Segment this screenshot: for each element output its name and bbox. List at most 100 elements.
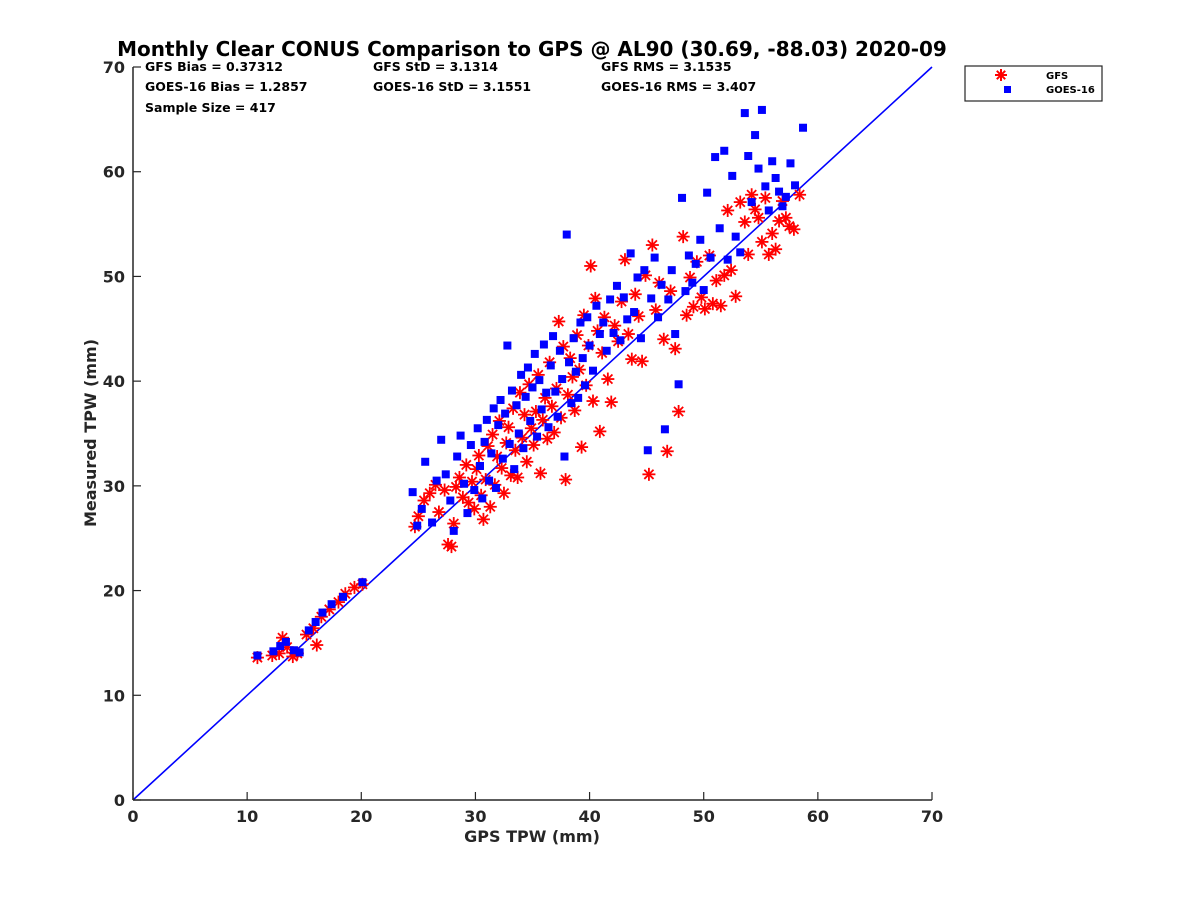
gfs-point — [533, 466, 547, 480]
goes16-point — [599, 318, 608, 327]
goes16-point — [578, 354, 587, 363]
goes16-point — [703, 188, 712, 197]
gfs-point — [632, 309, 646, 323]
goes16-point — [463, 509, 472, 518]
goes16-point — [539, 340, 548, 349]
goes16-point — [475, 461, 484, 470]
goes16-point — [542, 388, 551, 397]
gfs-point — [586, 394, 600, 408]
goes16-point — [512, 401, 521, 410]
goes16-point — [747, 198, 756, 207]
goes16-point — [771, 173, 780, 182]
gfs-point — [423, 486, 437, 500]
goes16-point — [657, 280, 666, 289]
gfs-point — [520, 455, 534, 469]
legend-goes16-label: GOES-16 — [1046, 85, 1095, 96]
goes16-point — [358, 578, 367, 587]
gfs-point — [552, 314, 566, 328]
gfs-point — [575, 440, 589, 454]
goes16-point — [696, 235, 705, 244]
goes16-point — [706, 253, 715, 262]
goes16-point — [595, 330, 604, 339]
goes16-point — [728, 171, 737, 180]
goes16-point — [761, 182, 770, 191]
x-tick-label: 30 — [464, 807, 486, 826]
goes16-point — [667, 266, 676, 275]
goes16-point — [630, 308, 639, 317]
goes16-bias-text: GOES-16 Bias = 1.2857 — [145, 79, 307, 94]
legend-gfs-marker — [995, 69, 1007, 81]
goes16-point — [754, 164, 763, 173]
goes16-point — [731, 232, 740, 241]
goes16-point — [567, 399, 576, 408]
goes16-point — [640, 266, 649, 275]
x-tick-label: 70 — [921, 807, 943, 826]
goes16-point — [253, 651, 262, 660]
gfs-point — [527, 438, 541, 452]
goes16-point — [674, 380, 683, 389]
gfs-point — [444, 540, 458, 554]
gfs-point — [584, 259, 598, 273]
goes16-point — [609, 328, 618, 337]
goes16-point — [654, 313, 663, 322]
goes16-point — [505, 439, 514, 448]
goes16-point — [684, 251, 693, 260]
goes16-point — [612, 281, 621, 290]
gfs-point — [672, 405, 686, 419]
goes16-point — [413, 521, 422, 530]
legend-goes16-marker — [1004, 86, 1011, 93]
gfs-rms-text: GFS RMS = 3.1535 — [601, 59, 732, 74]
gfs-point — [645, 238, 659, 252]
gfs-point — [417, 494, 431, 508]
gfs-point — [486, 428, 500, 442]
gfs-point — [472, 448, 486, 462]
y-axis-label: Measured TPW (mm) — [81, 339, 100, 527]
goes16-point — [781, 192, 790, 201]
goes16-point — [650, 253, 659, 262]
gfs-point — [657, 332, 671, 346]
goes16-point — [501, 409, 510, 418]
gfs-bias-text: GFS Bias = 0.37312 — [145, 59, 283, 74]
goes16-point — [571, 367, 580, 376]
goes16-point — [576, 318, 585, 327]
goes16-point — [533, 432, 542, 441]
goes16-point — [562, 230, 571, 239]
gfs-point — [793, 188, 807, 202]
gfs-point — [465, 475, 479, 489]
gfs-point — [738, 215, 752, 229]
goes16-point — [432, 476, 441, 485]
gfs-point — [706, 297, 720, 311]
goes16-point — [526, 416, 535, 425]
gfs-point — [762, 247, 776, 261]
goes16-point — [720, 146, 729, 155]
goes16-point — [558, 375, 567, 384]
goes16-point — [421, 457, 430, 466]
gfs-point — [724, 263, 738, 277]
goes16-point — [736, 248, 745, 257]
gfs-point — [721, 203, 735, 217]
gfs-point — [604, 395, 618, 409]
goes16-point — [417, 504, 426, 513]
goes16-point — [408, 488, 417, 497]
goes16-point — [487, 449, 496, 458]
gfs-point — [456, 490, 470, 504]
goes16-point — [489, 404, 498, 413]
goes16-point — [530, 349, 539, 358]
y-ticks: 0 10 20 30 40 50 60 70 — [103, 58, 141, 810]
goes16-point — [740, 109, 749, 118]
goes16-point — [691, 259, 700, 268]
goes16-point — [602, 346, 611, 355]
goes16-point — [339, 592, 348, 601]
gfs-point — [467, 502, 481, 516]
goes16-point — [791, 181, 800, 190]
goes16-point — [482, 415, 491, 424]
goes16-point — [585, 341, 594, 350]
gfs-point — [625, 352, 639, 366]
goes16-point — [544, 423, 553, 432]
one-to-one-line — [132, 66, 933, 801]
gfs-point — [621, 327, 635, 341]
goes16-point — [480, 437, 489, 446]
gfs-point — [476, 512, 490, 526]
y-tick-label: 60 — [103, 163, 125, 182]
goes16-point — [535, 376, 544, 385]
